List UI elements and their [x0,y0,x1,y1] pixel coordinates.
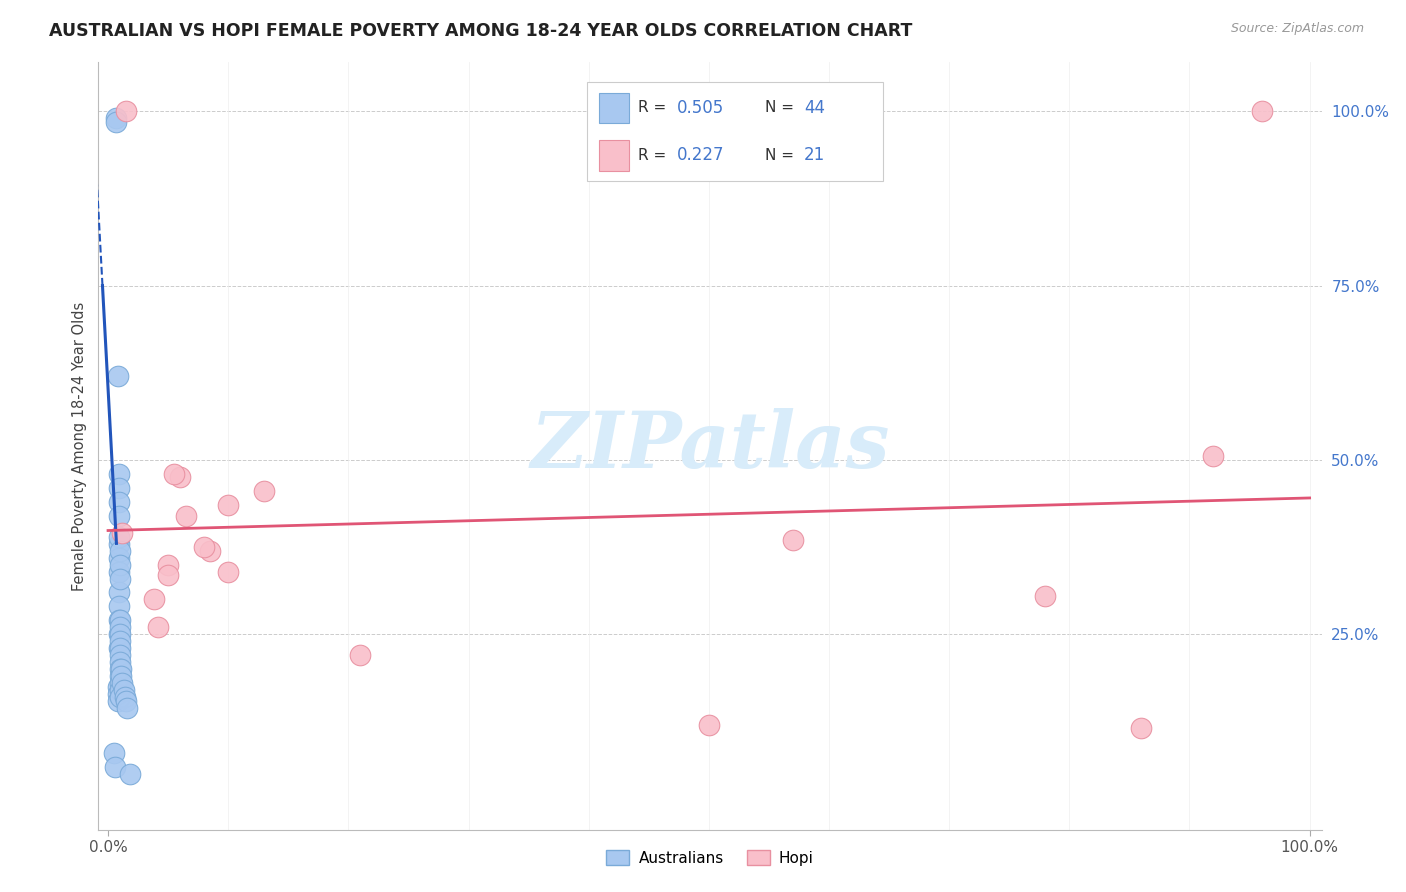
Point [163,467,186,481]
Text: R =: R = [638,101,671,115]
Point [108,495,131,509]
Text: R =: R = [638,148,671,162]
Y-axis label: Female Poverty Among 18-24 Year Olds: Female Poverty Among 18-24 Year Olds [72,301,87,591]
Point [253,484,276,499]
Point [115,693,138,707]
Point [108,634,131,648]
Point [217,498,239,512]
Point [110,662,132,676]
Point [1130,722,1153,736]
Text: 0.227: 0.227 [678,146,724,164]
Point [697,718,720,732]
Point [107,680,129,694]
Point [1250,104,1272,119]
Point [217,565,239,579]
Text: Source: ZipAtlas.com: Source: ZipAtlas.com [1230,22,1364,36]
Text: AUSTRALIAN VS HOPI FEMALE POVERTY AMONG 18-24 YEAR OLDS CORRELATION CHART: AUSTRALIAN VS HOPI FEMALE POVERTY AMONG … [49,22,912,40]
FancyBboxPatch shape [586,82,883,181]
Point [103,746,125,760]
Point [108,648,131,663]
Point [108,620,131,634]
Point [107,693,129,707]
Point [1033,589,1056,603]
Point [148,620,170,634]
Point [108,481,131,495]
Text: 0.505: 0.505 [678,99,724,117]
Point [114,690,136,704]
Point [108,536,131,550]
Point [108,550,131,565]
Point [107,687,129,701]
Point [110,669,132,683]
Point [108,655,131,669]
Point [108,508,131,523]
Point [198,543,221,558]
Point [1202,450,1225,464]
Point [108,572,131,586]
Point [108,662,131,676]
Point [108,627,131,641]
Point [107,369,129,384]
Legend: Australians, Hopi: Australians, Hopi [600,844,820,871]
Text: 44: 44 [804,99,825,117]
Point [108,543,131,558]
Bar [599,140,628,170]
Point [104,760,127,774]
Point [193,540,215,554]
Point [108,558,131,572]
Point [105,114,128,128]
Text: 21: 21 [804,146,825,164]
Point [115,104,138,119]
Point [108,690,131,704]
Point [111,526,134,541]
Point [157,568,180,582]
Point [108,683,131,698]
Point [108,565,131,579]
Point [108,676,131,690]
Text: ZIPatlas: ZIPatlas [530,408,890,484]
Point [118,766,141,780]
Point [105,112,128,126]
Point [108,613,131,627]
Point [108,641,131,656]
Point [108,669,131,683]
Point [108,530,131,544]
Point [108,641,131,656]
Point [108,627,131,641]
Text: N =: N = [765,101,799,115]
Point [349,648,371,663]
Point [112,683,135,698]
Point [111,676,134,690]
Point [108,467,131,481]
Point [117,700,139,714]
Text: N =: N = [765,148,799,162]
Bar [599,93,628,123]
Point [169,470,191,484]
Point [108,585,131,599]
Point [782,533,804,548]
Point [174,508,197,523]
Point [108,613,131,627]
Point [157,558,180,572]
Point [108,599,131,614]
Point [142,592,165,607]
